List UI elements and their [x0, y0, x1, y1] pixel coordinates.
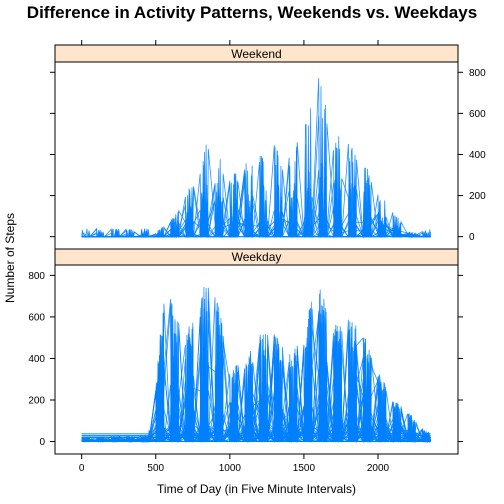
x-tick-label: 0	[79, 463, 85, 474]
x-tick-label: 1000	[219, 463, 242, 474]
weekend-series-lines	[81, 78, 431, 239]
y-tick-label-weekday: 800	[28, 271, 45, 282]
x-tick-label: 2000	[367, 463, 390, 474]
y-tick-label-weekend: 400	[469, 150, 486, 161]
y-tick-label-weekend: 200	[469, 191, 486, 202]
weekday-day-line	[81, 292, 431, 443]
y-tick-label-weekend: 600	[469, 109, 486, 120]
weekday-day-line	[81, 312, 431, 437]
weekend-day-line	[81, 86, 431, 239]
panel-weekday: Weekday	[54, 248, 459, 455]
chart-title: Difference in Activity Patterns, Weekend…	[27, 3, 477, 22]
weekday-day-line	[81, 287, 431, 443]
strip-weekend-label: Weekend	[231, 47, 281, 61]
x-axis-label: Time of Day (in Five Minute Intervals)	[157, 482, 356, 496]
y-tick-label-weekend: 800	[469, 68, 486, 79]
y-tick-label-weekday: 200	[28, 396, 45, 407]
y-axis-label: Number of Steps	[3, 213, 17, 303]
y-tick-label-weekday: 400	[28, 354, 45, 365]
panel-weekend: Weekend	[54, 44, 459, 250]
y-tick-label-weekday: 0	[39, 437, 45, 448]
strip-weekday-label: Weekday	[232, 250, 282, 264]
strip-weekday	[54, 248, 459, 266]
x-tick-label: 500	[147, 463, 164, 474]
x-tick-label: 1500	[293, 463, 316, 474]
strip-weekend	[54, 44, 459, 63]
y-tick-label-weekday: 600	[28, 312, 45, 323]
y-tick-label-weekend: 0	[469, 232, 475, 243]
weekday-series-lines	[81, 286, 431, 444]
axes: 0 500 1000 1500 2000 0 0 200 200 400 400 600 600 800 8…	[28, 40, 486, 474]
